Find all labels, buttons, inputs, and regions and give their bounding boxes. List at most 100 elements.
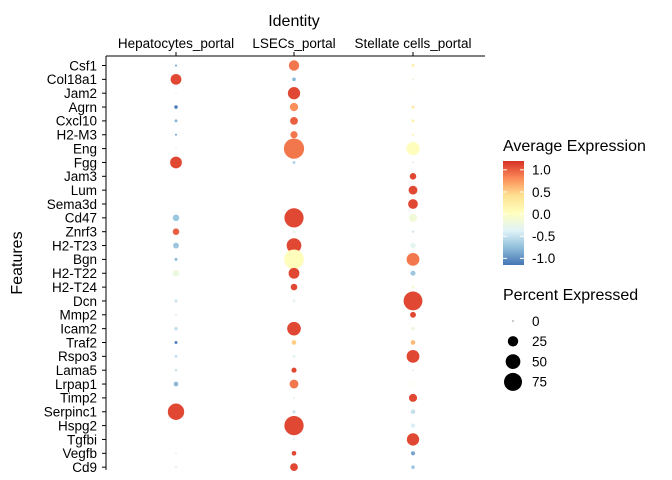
dot-sema3d-stellate-cells-portal <box>408 199 418 209</box>
dot-rspo3-stellate-cells-portal <box>406 349 420 363</box>
color-tick-label-2: 0.0 <box>532 207 551 222</box>
size-legend-title: Percent Expressed <box>503 287 638 304</box>
feature-label-col18a1: Col18a1 <box>47 72 97 87</box>
color-legend: Average Expression 1.0 0.5 0.0 -0.5 -1.0 <box>503 138 646 266</box>
dot-icam2-hepatocytes-portal <box>174 326 178 331</box>
dot-fgg-hepatocytes-portal <box>170 156 182 169</box>
dot-bgn-hepatocytes-portal <box>174 257 178 261</box>
dot-csf1-stellate-cells-portal <box>411 64 415 67</box>
color-tick-label-1: 0.5 <box>532 185 551 200</box>
dot-h2-t22-stellate-cells-portal <box>410 270 416 276</box>
dot-serpinc1-lsecs-portal <box>292 410 296 414</box>
feature-label-sema3d: Sema3d <box>47 197 97 212</box>
dot-timp2-stellate-cells-portal <box>408 393 418 402</box>
size-key-dot-3 <box>503 372 523 391</box>
feature-label-cd9: Cd9 <box>72 460 97 475</box>
dot-lum-hepatocytes-portal <box>175 189 177 191</box>
dot-cd9-stellate-cells-portal <box>411 465 415 469</box>
feature-label-bgn: Bgn <box>73 252 97 267</box>
feature-label-znrf3: Znrf3 <box>65 225 97 240</box>
feature-label-mmp2: Mmp2 <box>59 308 97 323</box>
size-legend: Percent Expressed 0 25 50 75 <box>503 287 638 391</box>
dot-h2-t23-stellate-cells-portal <box>410 242 416 249</box>
dot-cxcl10-hepatocytes-portal <box>174 119 178 123</box>
dot-hspg2-stellate-cells-portal <box>410 423 416 428</box>
dot-lama5-hepatocytes-portal <box>174 369 178 372</box>
feature-label-fgg: Fgg <box>74 155 97 170</box>
dot-cd9-hepatocytes-portal <box>174 466 178 469</box>
size-key-dot-1 <box>507 336 519 347</box>
feature-label-h2-m3: H2-M3 <box>56 128 97 143</box>
dot-h2-t22-lsecs-portal <box>288 267 300 279</box>
dot-eng-lsecs-portal <box>283 138 305 159</box>
y-axis-title: Features <box>9 231 26 294</box>
dot-h2-m3-hepatocytes-portal <box>174 133 178 136</box>
dot-mmp2-hepatocytes-portal <box>174 313 178 316</box>
dot-agrn-hepatocytes-portal <box>174 105 178 109</box>
feature-label-h2-t24: H2-T24 <box>52 280 98 295</box>
dot-bgn-lsecs-portal <box>284 249 304 270</box>
identity-axis-title: Identity <box>268 13 320 30</box>
dot-fgg-stellate-cells-portal <box>411 161 415 164</box>
dot-dcn-stellate-cells-portal <box>403 291 423 311</box>
dot-jam3-lsecs-portal <box>293 175 295 177</box>
dot-znrf3-lsecs-portal <box>292 230 296 234</box>
dot-timp2-lsecs-portal <box>292 396 296 399</box>
dot-mmp2-lsecs-portal <box>293 314 295 316</box>
dot-eng-stellate-cells-portal <box>406 142 420 156</box>
color-legend-ticks: 1.0 0.5 0.0 -0.5 -1.0 <box>503 163 555 266</box>
dot-rspo3-lsecs-portal <box>292 354 296 358</box>
feature-label-csf1: Csf1 <box>69 58 97 73</box>
dot-cd47-hepatocytes-portal <box>172 214 180 222</box>
dot-traf2-lsecs-portal <box>291 340 297 345</box>
feature-label-vegfb: Vegfb <box>62 446 97 461</box>
feature-label-h2-t22: H2-T22 <box>52 266 97 281</box>
dots <box>167 60 423 472</box>
dot-h2-t24-stellate-cells-portal <box>411 285 415 289</box>
dot-h2-t24-lsecs-portal <box>290 283 298 291</box>
dot-lum-lsecs-portal <box>293 189 295 191</box>
dot-serpinc1-hepatocytes-portal <box>167 403 185 420</box>
dot-cxcl10-lsecs-portal <box>290 117 298 125</box>
dot-sema3d-hepatocytes-portal <box>175 203 177 205</box>
feature-label-timp2: Timp2 <box>60 391 97 406</box>
dot-znrf3-stellate-cells-portal <box>411 230 415 233</box>
dot-col18a1-hepatocytes-portal <box>170 73 182 85</box>
column-labels: Hepatocytes_portal LSECs_portal Stellate… <box>118 36 472 51</box>
size-key-label-2: 50 <box>532 354 547 369</box>
column-label-stellate-portal: Stellate cells_portal <box>354 36 471 51</box>
feature-label-traf2: Traf2 <box>66 335 97 350</box>
size-key-label-0: 0 <box>532 314 540 329</box>
feature-label-lrpap1: Lrpap1 <box>55 377 97 392</box>
dot-cxcl10-stellate-cells-portal <box>411 119 415 123</box>
feature-label-cxcl10: Cxcl10 <box>56 114 97 129</box>
size-key-label-3: 75 <box>532 375 547 390</box>
feature-label-cd47: Cd47 <box>65 211 97 226</box>
color-legend-bar <box>503 161 524 265</box>
dot-col18a1-stellate-cells-portal <box>411 78 415 81</box>
dot-fgg-lsecs-portal <box>292 160 296 164</box>
dot-csf1-hepatocytes-portal <box>174 64 178 67</box>
dot-rspo3-hepatocytes-portal <box>174 354 178 358</box>
size-legend-keys: 0 25 50 75 <box>503 314 547 391</box>
dot-icam2-stellate-cells-portal <box>411 326 415 331</box>
dot-jam3-stellate-cells-portal <box>409 173 417 180</box>
dot-cd9-lsecs-portal <box>290 463 298 472</box>
dot-tgfbi-stellate-cells-portal <box>406 433 420 446</box>
dot-csf1-lsecs-portal <box>288 60 300 71</box>
feature-label-hspg2: Hspg2 <box>58 418 97 433</box>
dot-tgfbi-lsecs-portal <box>292 438 296 441</box>
dot-traf2-stellate-cells-portal <box>410 340 416 345</box>
dot-serpinc1-stellate-cells-portal <box>410 409 416 415</box>
color-tick-label-4: -1.0 <box>532 251 555 266</box>
feature-label-rspo3: Rspo3 <box>58 349 97 364</box>
color-tick-label-0: 1.0 <box>532 163 551 178</box>
dot-jam2-stellate-cells-portal <box>412 92 414 94</box>
dot-agrn-stellate-cells-portal <box>411 105 415 109</box>
dot-eng-hepatocytes-portal <box>175 148 177 150</box>
dot-lrpap1-lsecs-portal <box>289 379 299 389</box>
feature-label-tgfbi: Tgfbi <box>67 432 97 447</box>
dot-h2-t24-hepatocytes-portal <box>175 286 177 288</box>
color-legend-title: Average Expression <box>503 138 646 155</box>
